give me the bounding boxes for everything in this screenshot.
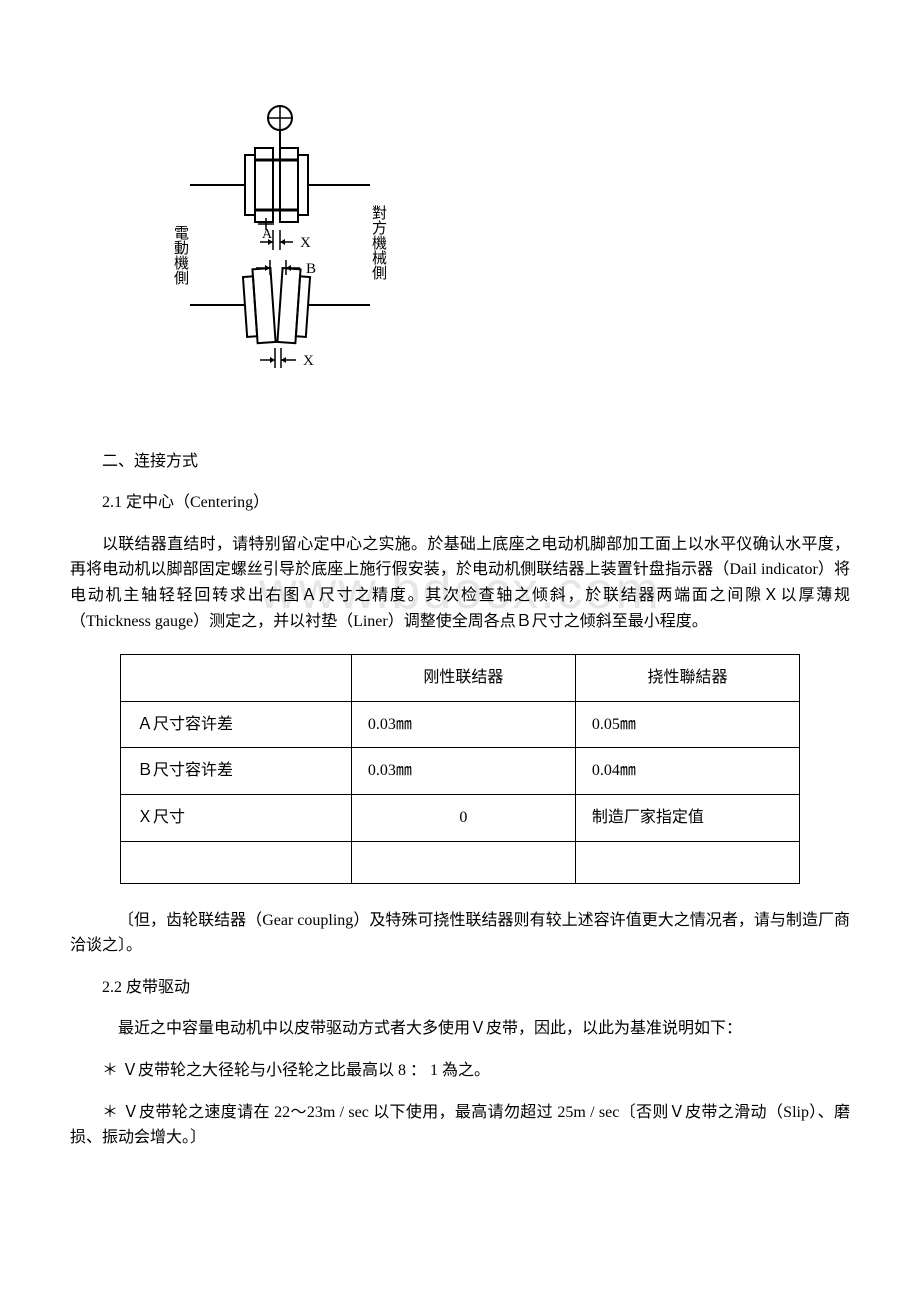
table-cell: Ｂ尺寸容许差 — [121, 748, 352, 795]
table-row — [121, 841, 800, 883]
svg-text:B: B — [306, 261, 316, 277]
table-cell: 制造厂家指定值 — [575, 794, 799, 841]
table-cell: 0 — [351, 794, 575, 841]
diagram-left-label: 電動機側 — [172, 225, 189, 285]
table-row: Ｘ尺寸 0 制造厂家指定值 — [121, 794, 800, 841]
section-2-2-title: 2.2 皮带驱动 — [70, 975, 850, 1001]
table-cell: 0.03㎜ — [351, 701, 575, 748]
table-cell: Ａ尺寸容许差 — [121, 701, 352, 748]
table-cell: 挠性聯結器 — [575, 655, 799, 702]
table-cell — [351, 841, 575, 883]
svg-text:X: X — [303, 353, 314, 369]
diagram-right-label: 對方機械側 — [370, 205, 387, 280]
table-row: Ａ尺寸容许差 0.03㎜ 0.05㎜ — [121, 701, 800, 748]
table-cell: 0.05㎜ — [575, 701, 799, 748]
table-cell — [575, 841, 799, 883]
tolerance-table: 刚性联结器 挠性聯結器 Ａ尺寸容许差 0.03㎜ 0.05㎜ Ｂ尺寸容许差 0.… — [120, 654, 800, 883]
section-2-1-body: 以联结器直结时，请特别留心定中心之实施。於基础上底座之电动机脚部加工面上以水平仪… — [70, 532, 850, 634]
table-cell: 刚性联结器 — [351, 655, 575, 702]
page-content: A X — [70, 100, 850, 1151]
table-cell: 0.03㎜ — [351, 748, 575, 795]
bullet-1: ＊ Ｖ皮带轮之大径轮与小径轮之比最高以 8 ： 1 為之。 — [70, 1058, 850, 1084]
table-cell — [121, 841, 352, 883]
table-row: Ｂ尺寸容许差 0.03㎜ 0.04㎜ — [121, 748, 800, 795]
coupling-diagram: A X — [160, 100, 850, 419]
bullet-2: ＊ Ｖ皮带轮之速度请在 22〜23m / sec 以下使用，最高请勿超过 25m… — [70, 1100, 850, 1151]
table-cell — [121, 655, 352, 702]
section-2-title: 二、连接方式 — [70, 449, 850, 475]
table-row: 刚性联结器 挠性聯結器 — [121, 655, 800, 702]
svg-text:A: A — [262, 227, 273, 242]
section-2-1-title: 2.1 定中心（Centering） — [70, 490, 850, 516]
section-2-2-body: 最近之中容量电动机中以皮带驱动方式者大多使用Ｖ皮带，因此，以此为基准说明如下： — [70, 1016, 850, 1042]
note-text: 〔但，齿轮联结器（Gear coupling）及特殊可挠性联结器则有较上述容许值… — [70, 908, 850, 959]
table-cell: 0.04㎜ — [575, 748, 799, 795]
svg-text:X: X — [300, 235, 311, 251]
table-cell: Ｘ尺寸 — [121, 794, 352, 841]
